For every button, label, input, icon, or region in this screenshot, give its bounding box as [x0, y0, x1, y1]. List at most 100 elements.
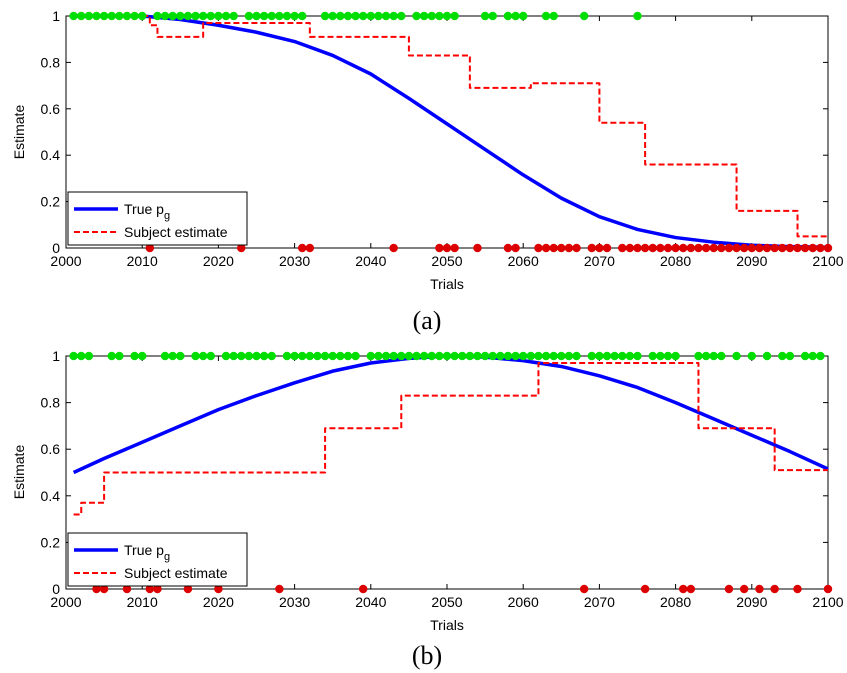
legend-box	[67, 191, 248, 246]
outcome-dot-1	[275, 11, 284, 21]
outcome-dot-1	[419, 11, 429, 21]
outcome-dot-0	[275, 584, 284, 594]
outcome-dot-1	[229, 351, 238, 361]
outcome-dot-0	[770, 243, 779, 253]
outcome-dot-1	[366, 11, 376, 21]
x-tick-label: 2000	[50, 253, 81, 269]
outcome-dot-0	[648, 243, 657, 253]
outcome-dot-1	[336, 11, 345, 21]
outcome-dot-1	[633, 11, 642, 21]
outcome-dot-1	[442, 11, 452, 21]
outcome-dot-1	[450, 11, 459, 21]
outcome-dot-1	[633, 351, 642, 361]
outcome-dot-1	[480, 11, 490, 21]
outcome-dot-1	[267, 11, 276, 21]
outcome-dot-0	[297, 243, 307, 253]
legend-label-subject-estimate: Subject estimate	[124, 565, 228, 581]
x-tick-label: 2010	[127, 253, 158, 269]
outcome-dot-0	[686, 584, 696, 594]
outcome-dot-1	[336, 351, 345, 361]
outcome-dot-0	[572, 243, 581, 253]
outcome-dot-1	[198, 11, 208, 21]
outcome-dot-1	[130, 11, 139, 21]
outcome-dot-0	[473, 243, 482, 253]
legend-box	[67, 532, 248, 587]
outcome-dot-1	[237, 351, 246, 361]
outcome-dot-1	[457, 351, 467, 361]
outcome-dot-1	[701, 351, 711, 361]
outcome-dot-1	[84, 11, 94, 21]
outcome-dot-1	[480, 351, 490, 361]
outcome-dot-1	[518, 11, 528, 21]
outcome-dot-1	[244, 351, 254, 361]
outcome-dot-1	[351, 11, 360, 21]
y-tick-label: 0.6	[41, 101, 61, 117]
outcome-dot-1	[99, 11, 109, 21]
outcome-dot-1	[610, 351, 619, 361]
x-tick-label: 2100	[812, 253, 843, 269]
outcome-dot-1	[518, 351, 528, 361]
x-tick-label: 2060	[508, 253, 539, 269]
outcome-dot-1	[176, 11, 185, 21]
outcome-dot-0	[633, 243, 642, 253]
outcome-dot-1	[625, 351, 635, 361]
outcome-dot-1	[602, 351, 612, 361]
outcome-dot-1	[107, 351, 116, 361]
outcome-dot-1	[541, 11, 551, 21]
outcome-dot-0	[701, 243, 711, 253]
outcome-dot-1	[816, 351, 825, 361]
outcome-dot-1	[214, 11, 223, 21]
x-tick-label: 2080	[660, 594, 691, 610]
outcome-dot-1	[297, 11, 307, 21]
outcome-dot-0	[534, 243, 543, 253]
outcome-dot-0	[747, 243, 757, 253]
outcome-dot-1	[397, 11, 406, 21]
x-tick-label: 2000	[50, 594, 81, 610]
y-tick-label: 0.4	[41, 488, 61, 504]
outcome-dot-1	[76, 351, 86, 361]
outcome-dot-1	[69, 351, 78, 361]
outcome-dot-1	[671, 351, 680, 361]
x-tick-label: 2040	[355, 253, 386, 269]
chart-panel-b: 2000 2010 2020 2030 2040 2050 2060 2070 2080 2090…	[11, 348, 844, 670]
chart-panel-a: 2000 2010 2020 2030 2040 2050 2060 2070 2080 2090…	[11, 8, 844, 335]
outcome-dot-1	[503, 11, 513, 21]
outcome-dot-0	[717, 243, 726, 253]
outcome-dot-1	[435, 11, 444, 21]
outcome-dot-1	[221, 351, 231, 361]
outcome-dot-1	[259, 11, 269, 21]
outcome-dot-0	[549, 243, 558, 253]
outcome-dot-1	[168, 11, 177, 21]
outcome-dot-1	[397, 351, 406, 361]
outcome-dot-1	[511, 351, 520, 361]
outcome-dot-1	[229, 11, 238, 21]
x-tick-label: 2020	[203, 594, 234, 610]
x-tick-label: 2030	[279, 253, 310, 269]
outcome-dot-1	[587, 351, 597, 361]
outcome-dot-1	[450, 351, 459, 361]
outcome-dot-1	[358, 11, 368, 21]
outcome-dot-1	[343, 351, 353, 361]
legend-label-subscript: g	[164, 551, 170, 563]
outcome-dot-1	[419, 351, 429, 361]
outcome-dot-1	[579, 11, 589, 21]
y-tick-label: 0.2	[41, 194, 61, 210]
outcome-dot-1	[709, 351, 718, 361]
x-tick-label: 2040	[355, 594, 386, 610]
outcome-dot-1	[168, 351, 177, 361]
outcome-dot-0	[450, 243, 459, 253]
outcome-dot-0	[793, 584, 802, 594]
outcome-dot-0	[557, 243, 566, 253]
outcome-dot-0	[762, 243, 772, 253]
outcome-dot-1	[595, 351, 604, 361]
x-tick-label: 2050	[431, 253, 462, 269]
outcome-dot-0	[671, 243, 680, 253]
y-tick-label: 0	[52, 240, 60, 256]
outcome-dot-0	[587, 243, 597, 253]
outcome-dot-1	[549, 351, 558, 361]
legend-label-subject-estimate: Subject estimate	[124, 224, 228, 240]
outcome-dot-1	[252, 11, 261, 21]
outcome-dot-0	[503, 243, 513, 253]
x-axis-label: Trials	[430, 276, 464, 292]
outcome-dot-1	[427, 11, 437, 21]
